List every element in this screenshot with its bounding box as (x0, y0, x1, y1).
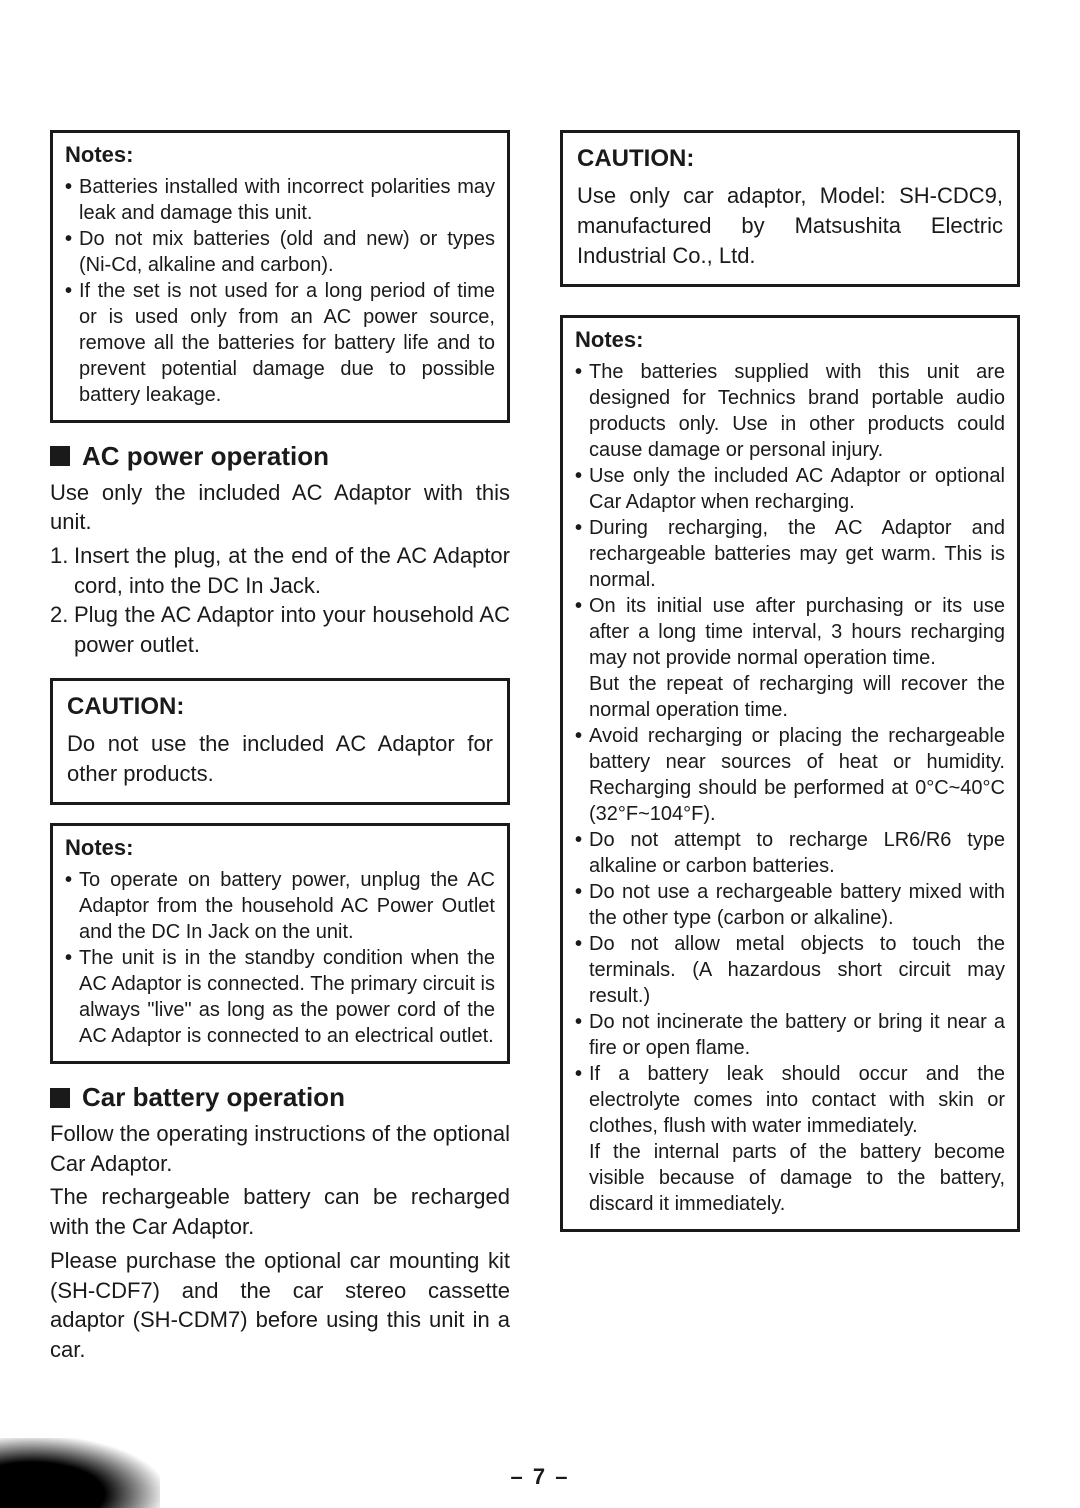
page-number: – 7 – (0, 1464, 1080, 1490)
list-item: • Do not allow metal objects to touch th… (575, 931, 1005, 1009)
caution-text: Do not use the included AC Adaptor for o… (67, 729, 493, 788)
list-item: • On its initial use after purchasing or… (575, 593, 1005, 671)
columns: Notes: • Batteries installed with incorr… (50, 130, 1020, 1369)
bullet-icon: • (65, 867, 79, 893)
list-item: • Do not incinerate the battery or bring… (575, 1009, 1005, 1061)
continuation-text: But the repeat of recharging will recove… (589, 671, 1005, 723)
paragraph: Use only the included AC Adaptor with th… (50, 478, 510, 537)
bullet-list: • Batteries installed with incorrect pol… (65, 174, 495, 408)
section-header-car: Car battery operation (50, 1082, 510, 1113)
bullet-icon: • (65, 226, 79, 252)
list-item: • Use only the included AC Adaptor or op… (575, 463, 1005, 515)
bullet-text: During recharging, the AC Adaptor and re… (589, 515, 1005, 593)
bullet-text: Do not allow metal objects to touch the … (589, 931, 1005, 1009)
bullet-icon: • (575, 723, 589, 749)
bullet-text: To operate on battery power, unplug the … (79, 867, 495, 945)
bullet-text: If a battery leak should occur and the e… (589, 1061, 1005, 1139)
square-icon (50, 1088, 70, 1108)
continuation-text: If the internal parts of the battery bec… (589, 1139, 1005, 1217)
bullet-text: Use only the included AC Adaptor or opti… (589, 463, 1005, 515)
caution-box-ac: CAUTION: Do not use the included AC Adap… (50, 678, 510, 806)
list-item: 2. Plug the AC Adaptor into your househo… (50, 600, 510, 659)
bullet-icon: • (575, 827, 589, 853)
notes-title: Notes: (65, 141, 495, 170)
section-header-ac: AC power operation (50, 441, 510, 472)
bullet-text: Do not incinerate the battery or bring i… (589, 1009, 1005, 1061)
paragraph: The rechargeable battery can be recharge… (50, 1182, 510, 1241)
bullet-icon: • (575, 359, 589, 385)
bullet-text: Do not attempt to recharge LR6/R6 type a… (589, 827, 1005, 879)
bullet-text: Batteries installed with incorrect polar… (79, 174, 495, 226)
list-item: • If a battery leak should occur and the… (575, 1061, 1005, 1139)
left-column: Notes: • Batteries installed with incorr… (50, 130, 510, 1369)
list-item: 1. Insert the plug, at the end of the AC… (50, 541, 510, 600)
paragraph: Please purchase the optional car mountin… (50, 1246, 510, 1365)
bullet-text: Do not mix batteries (old and new) or ty… (79, 226, 495, 278)
bullet-list: • The batteries supplied with this unit … (575, 359, 1005, 1217)
bullet-icon: • (575, 879, 589, 905)
notes-box-2: Notes: • To operate on battery power, un… (50, 823, 510, 1064)
caution-box-car: CAUTION: Use only car adaptor, Model: SH… (560, 130, 1020, 287)
list-text: Plug the AC Adaptor into your household … (74, 600, 510, 659)
bullet-icon: • (575, 1009, 589, 1035)
list-item: • Avoid recharging or placing the rechar… (575, 723, 1005, 827)
notes-title: Notes: (575, 326, 1005, 355)
notes-title: Notes: (65, 834, 495, 863)
bullet-text: On its initial use after purchasing or i… (589, 593, 1005, 671)
bullet-icon: • (65, 278, 79, 304)
list-number: 1. (50, 541, 74, 571)
right-column: CAUTION: Use only car adaptor, Model: SH… (560, 130, 1020, 1369)
caution-text: Use only car adaptor, Model: SH-CDC9, ma… (577, 181, 1003, 270)
scan-artifact (0, 1438, 160, 1508)
list-item: • Do not mix batteries (old and new) or … (65, 226, 495, 278)
bullet-text: If the set is not used for a long period… (79, 278, 495, 408)
bullet-icon: • (65, 945, 79, 971)
square-icon (50, 446, 70, 466)
ordered-list: 1. Insert the plug, at the end of the AC… (50, 541, 510, 660)
bullet-icon: • (575, 593, 589, 619)
bullet-icon: • (575, 931, 589, 957)
bullet-text: Avoid recharging or placing the recharge… (589, 723, 1005, 827)
bullet-icon: • (575, 463, 589, 489)
bullet-text: Do not use a rechargeable battery mixed … (589, 879, 1005, 931)
paragraph: Follow the operating instructions of the… (50, 1119, 510, 1178)
list-text: Insert the plug, at the end of the AC Ad… (74, 541, 510, 600)
list-item: • During recharging, the AC Adaptor and … (575, 515, 1005, 593)
notes-box-1: Notes: • Batteries installed with incorr… (50, 130, 510, 423)
section-title: AC power operation (82, 441, 329, 472)
bullet-text: The batteries supplied with this unit ar… (589, 359, 1005, 463)
caution-title: CAUTION: (577, 143, 1003, 175)
page: Notes: • Batteries installed with incorr… (0, 0, 1080, 1508)
binding-artifact (30, 900, 44, 1280)
bullet-icon: • (575, 515, 589, 541)
list-item: • The unit is in the standby condition w… (65, 945, 495, 1049)
list-item: • The batteries supplied with this unit … (575, 359, 1005, 463)
list-item: • Do not use a rechargeable battery mixe… (575, 879, 1005, 931)
bullet-icon: • (65, 174, 79, 200)
list-number: 2. (50, 600, 74, 630)
list-item: • To operate on battery power, unplug th… (65, 867, 495, 945)
list-item: • If the set is not used for a long peri… (65, 278, 495, 408)
bullet-icon: • (575, 1061, 589, 1087)
bullet-text: The unit is in the standby condition whe… (79, 945, 495, 1049)
caution-title: CAUTION: (67, 691, 493, 723)
notes-box-right: Notes: • The batteries supplied with thi… (560, 315, 1020, 1232)
list-item: • Batteries installed with incorrect pol… (65, 174, 495, 226)
bullet-list: • To operate on battery power, unplug th… (65, 867, 495, 1049)
section-title: Car battery operation (82, 1082, 345, 1113)
list-item: • Do not attempt to recharge LR6/R6 type… (575, 827, 1005, 879)
